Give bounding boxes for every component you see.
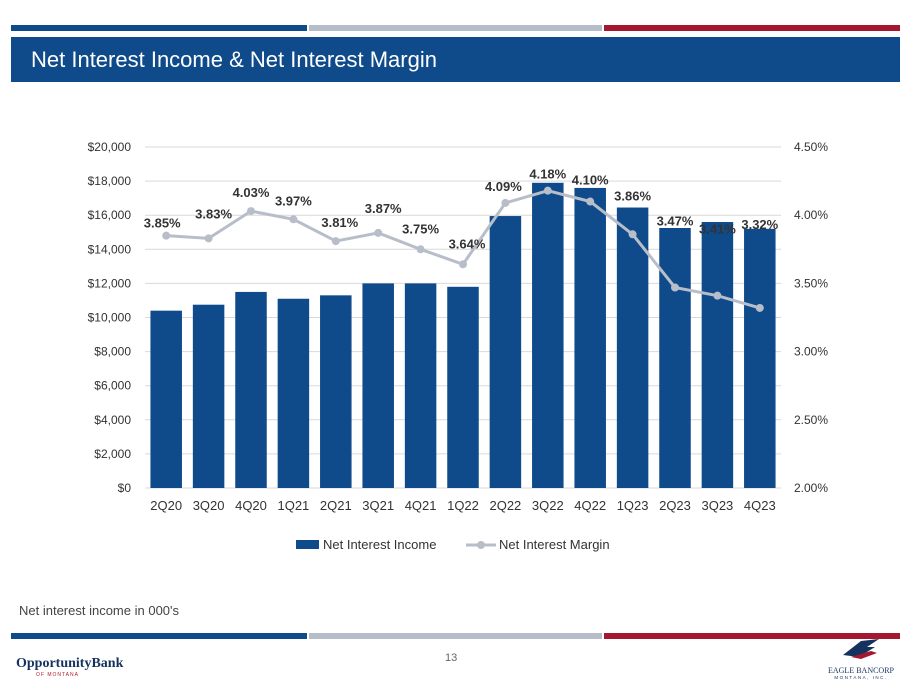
legend-label-net-interest-income: Net Interest Income <box>323 537 436 552</box>
bar-net-interest-income <box>320 295 352 488</box>
bar-net-interest-income <box>659 227 691 489</box>
top-stripe-gray <box>309 25 602 31</box>
x-tick-label: 3Q21 <box>362 498 394 513</box>
margin-data-label: 3.75% <box>402 221 439 236</box>
title-bar: Net Interest Income & Net Interest Margi… <box>11 37 900 82</box>
bottom-stripe-red <box>604 633 900 639</box>
opportunity-bank-logo: OpportunityBank OF MONTANA <box>16 656 123 678</box>
margin-data-label: 3.85% <box>144 216 181 231</box>
page-title: Net Interest Income & Net Interest Margi… <box>31 47 437 72</box>
right-logo-sub: MONTANA, INC. <box>834 675 888 680</box>
footnote: Net interest income in 000's <box>19 603 180 618</box>
margin-data-label: 4.18% <box>529 167 566 182</box>
legend-marker-net-interest-margin <box>477 541 485 549</box>
margin-point <box>459 260 467 269</box>
y-left-tick-label: $16,000 <box>88 208 132 222</box>
margin-data-label: 4.03% <box>233 185 270 200</box>
right-logo-name: EAGLE BANCORP <box>827 666 894 675</box>
margin-point <box>374 228 383 237</box>
y-left-tick-label: $4,000 <box>94 413 131 427</box>
margin-data-label: 3.83% <box>195 206 232 221</box>
bar-net-interest-income <box>277 298 310 488</box>
x-tick-label: 2Q21 <box>320 498 352 513</box>
x-tick-label: 1Q22 <box>447 498 479 513</box>
bottom-stripe-gray <box>309 633 602 639</box>
margin-point <box>543 186 552 195</box>
y-right-tick-label: 4.50% <box>794 140 828 154</box>
y-left-tick-label: $12,000 <box>88 276 132 290</box>
y-left-tick-label: $18,000 <box>88 174 132 188</box>
x-tick-label: 4Q21 <box>405 498 437 513</box>
margin-point <box>628 230 637 239</box>
margin-point <box>755 303 764 312</box>
margin-data-label: 4.10% <box>572 173 609 188</box>
y-right-tick-label: 2.50% <box>794 413 828 427</box>
left-logo-sub: OF MONTANA <box>36 672 79 678</box>
bar-net-interest-income <box>489 216 522 489</box>
margin-data-label: 3.41% <box>699 222 736 237</box>
margin-data-label: 3.64% <box>449 236 486 251</box>
legend-swatch-net-interest-income <box>296 540 319 549</box>
x-tick-label: 1Q23 <box>617 498 649 513</box>
margin-point <box>204 234 213 243</box>
top-stripe-blue <box>11 25 307 31</box>
eagle-bancorp-logo: EAGLE BANCORP MONTANA, INC. <box>826 637 896 680</box>
margin-point <box>713 291 722 300</box>
y-right-tick-label: 4.00% <box>794 208 828 222</box>
bar-net-interest-income <box>192 304 225 488</box>
x-tick-label: 4Q22 <box>574 498 606 513</box>
top-stripe-red <box>604 25 900 31</box>
y-left-tick-label: $20,000 <box>88 140 132 154</box>
x-tick-label: 2Q23 <box>659 498 691 513</box>
y-left-tick-label: $8,000 <box>94 345 131 359</box>
x-tick-label: 3Q22 <box>532 498 564 513</box>
bar-net-interest-income <box>574 187 606 489</box>
x-tick-label: 2Q22 <box>489 498 521 513</box>
margin-data-label: 3.81% <box>321 215 358 230</box>
margin-point <box>162 231 171 240</box>
y-left-tick-label: $0 <box>118 481 132 495</box>
x-tick-label: 4Q20 <box>235 498 267 513</box>
x-tick-label: 4Q23 <box>744 498 776 513</box>
bottom-stripe-blue <box>11 633 307 639</box>
margin-data-label: 3.32% <box>741 217 778 232</box>
margin-data-label: 3.97% <box>275 193 312 208</box>
y-right-tick-label: 2.00% <box>794 481 828 495</box>
margin-point <box>586 197 595 206</box>
bar-net-interest-income <box>701 222 734 488</box>
x-tick-label: 3Q23 <box>701 498 733 513</box>
y-right-tick-label: 3.00% <box>794 345 828 359</box>
margin-data-label: 3.86% <box>614 188 651 203</box>
bar-net-interest-income <box>235 291 267 488</box>
x-tick-label: 3Q20 <box>193 498 225 513</box>
y-left-tick-label: $2,000 <box>94 447 131 461</box>
margin-point <box>289 215 298 224</box>
bar-net-interest-income <box>744 228 776 488</box>
y-left-tick-label: $14,000 <box>88 242 132 256</box>
margin-data-label: 3.47% <box>657 213 694 228</box>
legend-label-net-interest-margin: Net Interest Margin <box>499 537 610 552</box>
y-right-tick-label: 3.50% <box>794 276 828 290</box>
margin-data-label: 3.87% <box>365 201 402 216</box>
y-left-tick-label: $10,000 <box>88 311 132 325</box>
page-number: 13 <box>445 652 458 664</box>
bar-net-interest-income <box>404 283 437 488</box>
margin-point <box>501 198 510 207</box>
margin-data-label: 4.09% <box>485 179 522 194</box>
margin-point <box>416 245 425 254</box>
x-tick-label: 2Q20 <box>150 498 182 513</box>
margin-point <box>331 237 340 246</box>
bar-net-interest-income <box>532 182 564 488</box>
margin-point <box>247 207 255 216</box>
bar-net-interest-income <box>447 286 479 488</box>
bar-net-interest-income <box>150 310 182 488</box>
bar-net-interest-income <box>616 207 649 488</box>
x-tick-label: 1Q21 <box>277 498 309 513</box>
left-logo-name: OpportunityBank <box>16 656 124 671</box>
bar-net-interest-income <box>362 283 394 488</box>
eagle-icon <box>843 639 879 659</box>
y-left-tick-label: $6,000 <box>94 379 131 393</box>
margin-point <box>671 283 679 292</box>
